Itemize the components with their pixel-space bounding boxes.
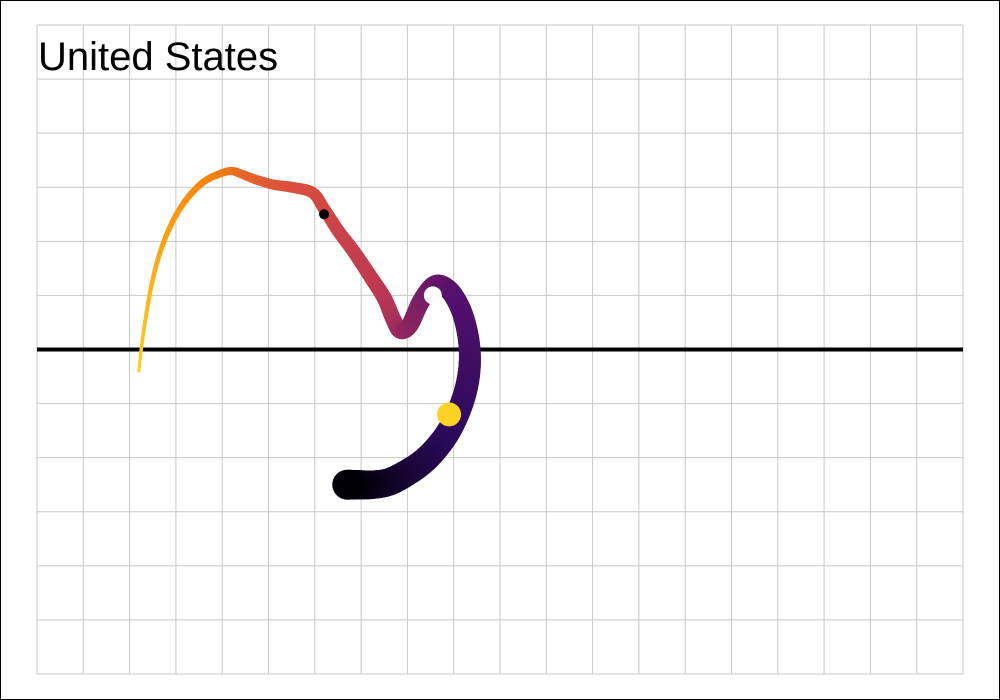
white-dot — [423, 286, 442, 305]
chart-title: United States — [38, 35, 278, 79]
markers — [319, 209, 462, 427]
black-dot — [319, 209, 330, 220]
trajectory-series — [137, 166, 481, 500]
yellow-dot — [437, 402, 462, 427]
